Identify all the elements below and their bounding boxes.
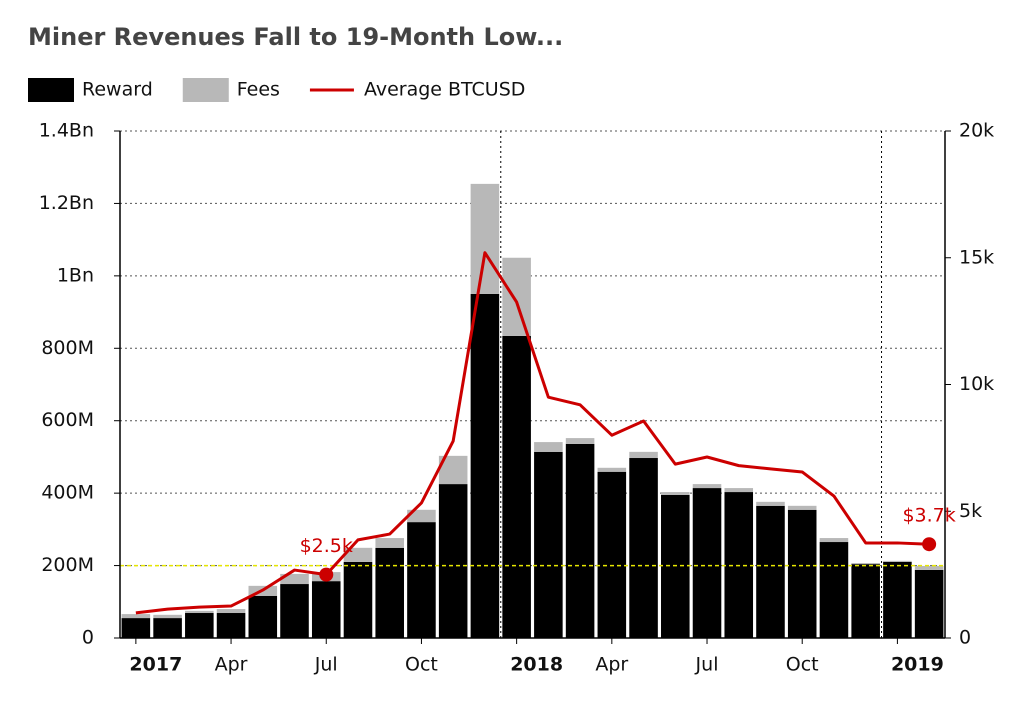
y-tick-label: 1.2Bn	[39, 192, 94, 214]
bar	[502, 257, 531, 336]
y-tick-label: 1.4Bn	[39, 120, 94, 142]
bar	[724, 488, 754, 493]
bar	[185, 610, 214, 614]
data-label: $3.7k	[902, 505, 955, 527]
bar	[153, 614, 182, 619]
bar	[565, 438, 595, 444]
bar	[216, 609, 246, 614]
bar	[121, 614, 151, 619]
x-tick-label: Apr	[215, 654, 248, 676]
data-label: $2.5k	[300, 535, 353, 557]
bar	[787, 505, 817, 510]
legend-label: Average BTCUSD	[364, 79, 525, 101]
y2-tick-label: 20k	[959, 120, 994, 142]
y-tick-label: 800M	[41, 337, 94, 359]
bar	[883, 560, 912, 562]
line	[135, 251, 930, 615]
bar	[343, 547, 373, 562]
x-tick-label: Oct	[405, 654, 438, 676]
point-marker	[922, 537, 937, 552]
x-tick-label: Apr	[595, 654, 628, 676]
bar	[597, 467, 627, 472]
bar	[692, 484, 722, 489]
bar	[629, 458, 658, 638]
y2-tick-label: 5k	[959, 500, 982, 522]
y-tick-label: 0	[82, 627, 94, 649]
y-tick-label: 600M	[41, 409, 94, 431]
legend-swatch	[28, 78, 74, 102]
bar	[914, 569, 944, 638]
y-tick-label: 1Bn	[57, 264, 94, 286]
bar	[407, 509, 436, 523]
y-tick-label: 200M	[41, 554, 94, 576]
legend-label: Fees	[237, 79, 280, 101]
bar	[534, 442, 563, 452]
x-tick-label: 2017	[129, 654, 182, 676]
bar	[470, 293, 500, 638]
bar	[851, 563, 880, 565]
bar	[851, 564, 880, 638]
y2-tick-label: 15k	[959, 246, 994, 268]
legend-swatch	[182, 78, 229, 102]
bar	[534, 451, 563, 638]
bar	[280, 584, 309, 638]
bar	[756, 501, 785, 506]
bar	[629, 451, 658, 459]
bar	[819, 538, 849, 543]
bar	[883, 561, 912, 638]
chart-title: Miner Revenues Fall to 19-Month Low...	[28, 23, 563, 51]
bar	[661, 492, 690, 495]
x-tick-label: 2019	[891, 654, 944, 676]
bar	[470, 183, 500, 294]
bar	[756, 505, 785, 638]
bar	[153, 618, 182, 638]
bar	[692, 488, 722, 638]
bar	[565, 443, 595, 638]
bar	[819, 542, 849, 638]
y2-tick-label: 10k	[959, 373, 994, 395]
legend-label: Reward	[82, 79, 153, 101]
bar	[597, 471, 627, 638]
bar	[914, 565, 944, 570]
bar	[311, 581, 341, 638]
bar	[248, 595, 278, 638]
y-tick-label: 400M	[41, 482, 94, 504]
x-tick-label: Jul	[695, 654, 719, 676]
bar	[343, 561, 373, 638]
x-tick-label: Jul	[314, 654, 338, 676]
bar	[216, 613, 246, 638]
bar	[280, 573, 309, 585]
point-marker	[319, 567, 334, 582]
bar	[438, 484, 468, 638]
bar	[661, 494, 690, 638]
y2-tick-label: 0	[959, 627, 971, 649]
bar	[502, 335, 531, 638]
bar	[787, 509, 817, 638]
bar	[375, 547, 404, 638]
bar	[375, 538, 404, 548]
bar	[185, 613, 214, 638]
x-tick-label: Oct	[786, 654, 819, 676]
bar	[121, 618, 151, 638]
x-tick-label: 2018	[510, 654, 563, 676]
bar	[407, 522, 436, 638]
